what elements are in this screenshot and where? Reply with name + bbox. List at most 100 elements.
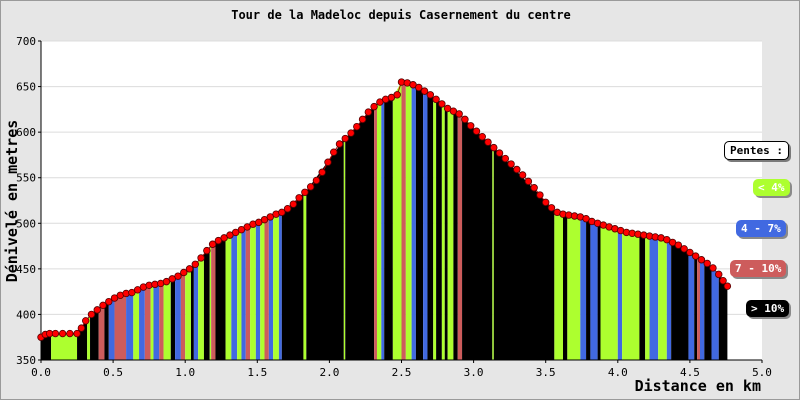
slope-segment-green: [405, 82, 412, 360]
slope-segment-red: [245, 225, 251, 360]
slope-segment-blue: [108, 298, 115, 360]
y-tick-label: 650: [16, 81, 36, 94]
slope-segments: [41, 82, 728, 361]
slope-segment-black: [639, 234, 646, 360]
slope-segment-blue: [617, 229, 623, 360]
x-tick-labels: 0.0 0.5 1.0 1.5 2.0 2.5 3.0 3.5 4.0 4.5 5.0: [31, 360, 772, 379]
slope-segment-blue: [381, 100, 385, 360]
slope-segment-blue: [268, 215, 274, 360]
y-tick-labels: 350 400 450 500 550 600 650 700: [16, 35, 41, 367]
slope-segment-black: [41, 333, 52, 360]
slope-segment-black: [671, 241, 689, 360]
elevation-point: [467, 122, 475, 130]
elevation-point: [324, 158, 332, 166]
y-tick-label: 700: [16, 35, 36, 48]
slope-segment-black: [306, 139, 344, 360]
elevation-point: [66, 329, 74, 338]
elevation-point: [438, 100, 446, 108]
x-tick-label: 4.0: [608, 366, 628, 379]
slope-segment-green: [376, 101, 382, 360]
slope-segment-black: [436, 99, 442, 361]
slope-segment-black: [694, 255, 698, 360]
slope-segment-green: [150, 284, 154, 360]
x-tick-label: 1.5: [247, 366, 267, 379]
slope-segment-red: [697, 257, 700, 360]
slope-segment-black: [203, 247, 210, 360]
slope-segment-black: [215, 237, 226, 360]
elevation-point: [490, 143, 498, 152]
elevation-point: [347, 129, 355, 137]
slope-segment-green: [645, 235, 650, 360]
slope-segment-black: [586, 218, 591, 360]
elevation-point: [295, 194, 303, 202]
elevation-point: [335, 140, 344, 148]
slope-segment-blue: [666, 239, 672, 360]
slope-segment-red: [159, 282, 164, 360]
x-tick-label: 0.0: [31, 366, 51, 379]
slope-segment-black: [384, 96, 393, 360]
slope-segment-black: [453, 111, 458, 361]
elevation-point: [301, 188, 309, 196]
elevation-point: [289, 200, 298, 208]
elevation-point: [715, 270, 723, 279]
legend-item-under-4: < 4%: [753, 179, 790, 196]
y-tick-label: 400: [16, 308, 36, 321]
elevation-point: [51, 329, 60, 338]
y-tick-label: 500: [16, 217, 36, 230]
elevation-point: [82, 317, 90, 325]
elevation-point: [426, 91, 435, 99]
slope-segment-green: [260, 219, 265, 360]
slope-segment-green: [441, 103, 445, 360]
slope-segment-green: [658, 237, 667, 360]
x-tick-label: 2.5: [392, 366, 412, 379]
x-tick-label: 4.5: [680, 366, 700, 379]
slope-segment-red: [264, 217, 269, 360]
slope-segment-black: [415, 86, 424, 360]
slope-segment-black: [563, 214, 568, 360]
elevation-point: [547, 204, 556, 212]
slope-segment-black: [444, 106, 448, 360]
elevation-point: [432, 95, 440, 104]
slope-segment-blue: [175, 274, 181, 360]
legend-title: Pentes :: [724, 141, 789, 160]
elevation-point: [358, 115, 367, 124]
elevation-markers: [37, 78, 732, 341]
x-tick-label: 0.5: [103, 366, 123, 379]
elevation-point: [542, 198, 550, 207]
slope-segment-black: [704, 261, 712, 360]
elevation-point: [472, 127, 481, 135]
elevation-point: [364, 108, 373, 116]
elevation-point: [501, 154, 510, 163]
slope-segment-black: [90, 308, 99, 360]
slope-segment-blue: [153, 283, 160, 360]
slope-segment-red: [374, 104, 377, 360]
elevation-point: [87, 310, 96, 319]
slope-segment-black: [427, 92, 434, 361]
slope-segment-blue: [126, 291, 134, 360]
y-tick-label: 350: [16, 354, 36, 367]
elevation-point: [420, 87, 429, 95]
elevation-point: [691, 252, 700, 260]
slope-segment-green: [133, 289, 140, 360]
elevation-point: [278, 208, 286, 217]
elevation-point: [524, 177, 533, 186]
slope-segment-green: [198, 254, 204, 360]
slope-segment-green: [392, 82, 402, 360]
slope-segment-blue: [193, 261, 199, 360]
elevation-point: [723, 282, 732, 290]
elevation-point: [415, 83, 423, 92]
elevation-point: [174, 272, 182, 280]
elevation-point: [105, 297, 113, 306]
slope-segment-green: [554, 210, 564, 360]
elevation-point: [318, 168, 326, 176]
x-tick-label: 3.0: [464, 366, 484, 379]
slope-segment-blue: [711, 266, 719, 360]
slope-segment-blue: [241, 227, 246, 360]
x-tick-label: 5.0: [752, 366, 772, 379]
x-tick-label: 2.0: [319, 366, 339, 379]
slope-segment-black: [281, 193, 304, 360]
slope-segment-black: [597, 223, 601, 360]
elevation-point: [208, 240, 217, 248]
elevation-point: [518, 171, 527, 179]
